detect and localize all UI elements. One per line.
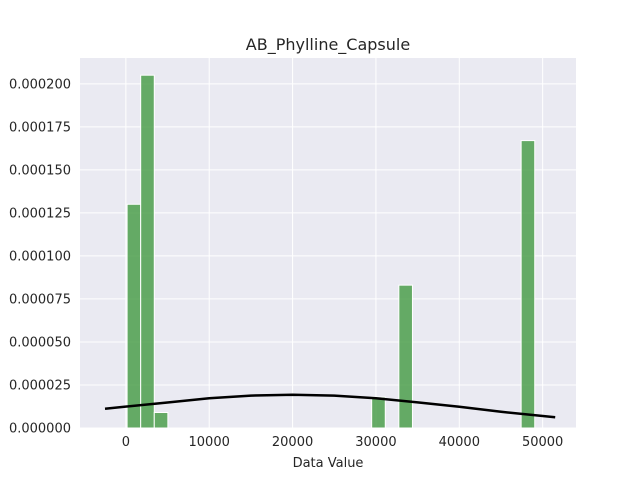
y-tick-label: 0.000050 — [9, 335, 71, 350]
y-tick-labels: 0.000000 0.000025 0.000050 0.000075 0.000100… — [9, 77, 71, 436]
histogram-bar — [153, 412, 169, 429]
x-tick-label: 40000 — [439, 435, 480, 450]
density-curve — [104, 393, 556, 419]
x-tick-label: 0 — [122, 435, 130, 450]
y-tick-label: 0.000150 — [9, 163, 71, 178]
histogram-bars — [126, 74, 536, 429]
histogram-bar — [126, 203, 142, 429]
y-tick-label: 0.000000 — [9, 422, 71, 437]
y-tick-label: 0.000125 — [9, 206, 71, 221]
x-tick-label: 20000 — [272, 435, 313, 450]
y-tick-label: 0.000100 — [9, 249, 71, 264]
chart-title: AB_Phylline_Capsule — [246, 35, 410, 55]
y-tick-label: 0.000175 — [9, 120, 71, 135]
y-tick-label: 0.000025 — [9, 378, 71, 393]
x-axis-label: Data Value — [293, 456, 364, 471]
histogram-bar — [140, 74, 155, 429]
x-gridlines — [125, 58, 544, 428]
plot-background — [80, 58, 576, 428]
y-gridlines — [80, 83, 576, 429]
histogram-bar — [371, 396, 386, 429]
x-tick-label: 30000 — [355, 435, 396, 450]
x-tick-label: 50000 — [522, 435, 563, 450]
y-tick-label: 0.000075 — [9, 292, 71, 307]
histogram-bar — [398, 284, 413, 429]
y-tick-label: 0.000200 — [9, 77, 71, 92]
histogram-bar — [520, 140, 536, 429]
x-tick-label: 10000 — [189, 435, 230, 450]
x-tick-labels: 0 10000 20000 30000 40000 50000 — [122, 435, 564, 450]
